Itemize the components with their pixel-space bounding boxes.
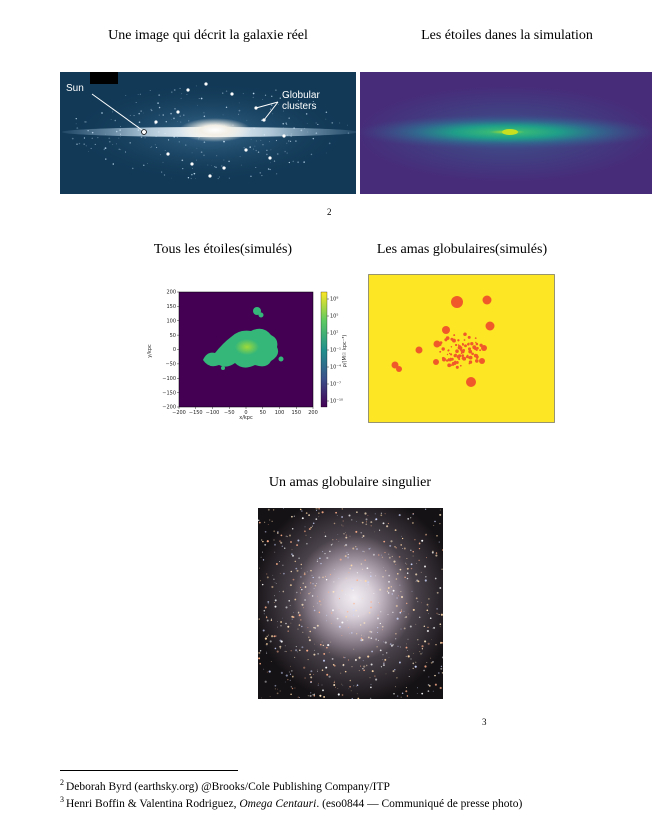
x-tick-label: 50 [260, 410, 266, 416]
omega-centauri-photo [258, 508, 443, 699]
y-tick-label: −200 [162, 405, 176, 411]
y-tick-label: 100 [166, 318, 176, 324]
x-tick-label: 200 [308, 410, 318, 416]
x-tick-label: 100 [275, 410, 285, 416]
y-tick-label: 150 [166, 304, 176, 310]
x-tick-label: 0 [244, 410, 247, 416]
colorbar-tick-label: 10⁻⁴ [330, 365, 341, 371]
x-axis-label: x/kpc [239, 415, 253, 421]
caption-sim-stars: Les étoiles danes la simulation [421, 28, 593, 43]
all-stars-density-plot: −200 −150 −100 −50 0 50 100 150 200 200 150 100 50 0… [143, 285, 348, 423]
simulated-stars-density-image [360, 72, 652, 194]
y-tick-label: −100 [162, 376, 176, 382]
footnote-3: 3 Henri Boffin & Valentina Rodriguez, Ome… [60, 795, 522, 810]
footnote-2: 2 Deborah Byrd (earthsky.org) @Brooks/Col… [60, 778, 390, 793]
page-marker-3: 3 [482, 717, 487, 727]
y-tick-label: −50 [165, 362, 176, 368]
colorbar-tick-label: 10⁻¹ [330, 348, 341, 354]
caption-clusters-sim: Les amas globulaires(simulés) [376, 242, 548, 257]
milky-way-illustration: Sun Globular clusters [60, 72, 356, 194]
colorbar-tick-label: 10² [330, 331, 338, 337]
caption-single-cluster: Un amas globulaire singulier [268, 475, 432, 490]
x-tick-label: −50 [224, 410, 235, 416]
colorbar-label: ρ/(M☉ kpc⁻³) [342, 335, 348, 368]
globular-clusters-label-line2: clusters [282, 101, 316, 112]
y-tick-label: −150 [162, 390, 176, 396]
footnote-2-number: 2 [60, 778, 64, 787]
page-marker-2: 2 [327, 207, 332, 217]
colorbar-tick-label: 10⁻⁷ [330, 382, 341, 388]
sun-label: Sun [66, 83, 84, 94]
y-tick-label: 200 [166, 290, 176, 296]
footnote-rule [60, 770, 238, 771]
footnote-3-source: . (eso0844 — Communiqué de presse photo) [316, 798, 523, 810]
colorbar-tick-label: 10⁻¹⁰ [330, 399, 343, 405]
globular-clusters-sim-plot [368, 274, 555, 423]
footnote-3-authors: Henri Boffin & Valentina Rodriguez, [66, 798, 240, 810]
x-tick-label: −100 [206, 410, 220, 416]
x-tick-label: 150 [291, 410, 301, 416]
x-tick-label: −150 [189, 410, 203, 416]
colorbar-tick-label: 10⁸ [330, 297, 338, 303]
globular-clusters-label-line1: Globular [282, 90, 320, 101]
caption-real-galaxy: Une image qui décrit la galaxie réel [108, 28, 308, 43]
footnote-2-text: Deborah Byrd (earthsky.org) @Brooks/Cole… [66, 781, 390, 793]
footnote-3-number: 3 [60, 795, 64, 804]
y-tick-label: 50 [170, 333, 176, 339]
caption-all-stars: Tous les étoiles(simulés) [153, 242, 293, 257]
colorbar [320, 291, 328, 408]
y-axis-label: y/kpc [147, 344, 153, 358]
x-tick-label: −200 [172, 410, 186, 416]
footnote-3-title: Omega Centauri [239, 798, 317, 810]
y-tick-label: 0 [173, 347, 176, 353]
colorbar-tick-label: 10⁵ [330, 314, 338, 320]
